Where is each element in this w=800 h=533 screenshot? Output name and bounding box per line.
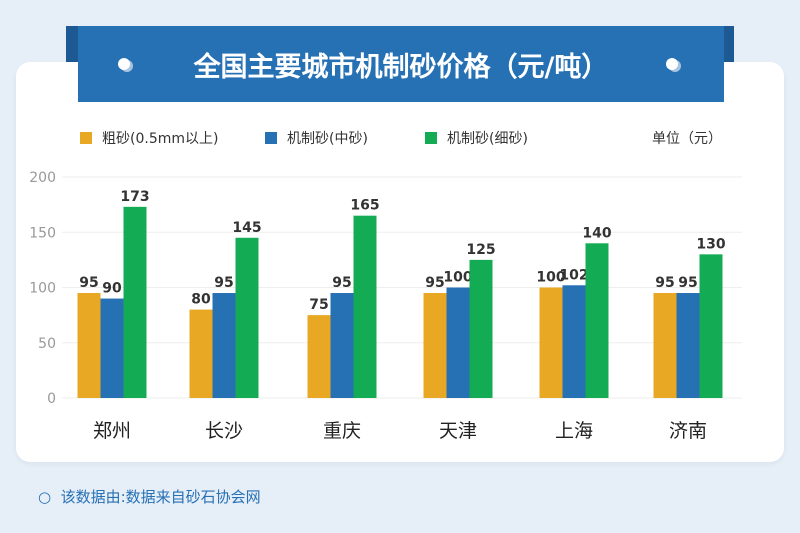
data-label: 125 [466, 242, 495, 258]
data-label: 145 [232, 220, 261, 236]
data-label: 80 [191, 292, 211, 308]
data-label: 95 [79, 275, 98, 291]
data-label: 95 [678, 275, 697, 291]
legend-item: 粗砂(0.5mm以上) [80, 128, 218, 148]
bar [562, 285, 586, 398]
bar [189, 309, 213, 398]
legend-item: 机制砂(细砂) [425, 128, 528, 148]
banner-fold-left [66, 26, 80, 62]
data-label: 75 [309, 297, 328, 313]
x-tick-label: 长沙 [205, 420, 243, 442]
x-tick-label: 郑州 [93, 420, 131, 442]
bar [469, 259, 493, 398]
bullet-dot-icon [666, 58, 678, 70]
bar [423, 293, 447, 398]
data-label: 102 [559, 267, 588, 283]
data-label: 165 [350, 198, 379, 214]
bar [353, 215, 377, 398]
data-label: 95 [214, 275, 233, 291]
x-tick-label: 天津 [439, 420, 477, 442]
data-label: 130 [696, 236, 725, 252]
unit-label: 单位（元） [652, 131, 722, 147]
bar [585, 243, 609, 398]
legend-label: 粗砂(0.5mm以上) [102, 131, 219, 147]
data-label: 95 [655, 275, 674, 291]
bar [123, 206, 147, 398]
bar [77, 293, 101, 398]
bar [676, 293, 700, 398]
data-label: 90 [102, 281, 122, 297]
bar [653, 293, 677, 398]
data-label: 95 [425, 275, 444, 291]
circle-bullet-icon: ○ [38, 488, 61, 506]
bar [446, 287, 470, 398]
footer-source: ○ 该数据由:数据来自砂石协会网 [38, 486, 261, 507]
chart-title: 全国主要城市机制砂价格（元/吨） [78, 26, 724, 102]
y-tick-label: 50 [38, 336, 56, 352]
legend-item: 机制砂(中砂) [265, 128, 368, 148]
x-tick-label: 济南 [669, 420, 707, 442]
bar [699, 254, 723, 398]
bar [100, 298, 124, 398]
data-label: 95 [332, 275, 351, 291]
data-label: 140 [582, 225, 611, 241]
y-tick-label: 150 [29, 225, 56, 241]
legend-label: 机制砂(细砂) [447, 131, 528, 147]
bar [539, 287, 563, 398]
data-label: 173 [120, 189, 149, 205]
y-tick-label: 100 [29, 281, 56, 297]
bar [307, 315, 331, 398]
legend-label: 机制砂(中砂) [287, 131, 368, 147]
data-label: 100 [536, 270, 565, 286]
bar [330, 293, 354, 398]
data-label: 100 [443, 270, 472, 286]
y-tick-label: 200 [29, 170, 56, 186]
legend-swatch [425, 132, 437, 144]
x-tick-label: 上海 [555, 420, 593, 442]
legend-swatch [265, 132, 277, 144]
footer-text: 该数据由:数据来自砂石协会网 [60, 488, 261, 506]
x-tick-label: 重庆 [323, 420, 361, 442]
bar [235, 237, 259, 398]
bar [212, 293, 236, 398]
bullet-dot-icon [118, 58, 130, 70]
legend-swatch [80, 132, 92, 144]
y-tick-label: 0 [47, 391, 56, 407]
